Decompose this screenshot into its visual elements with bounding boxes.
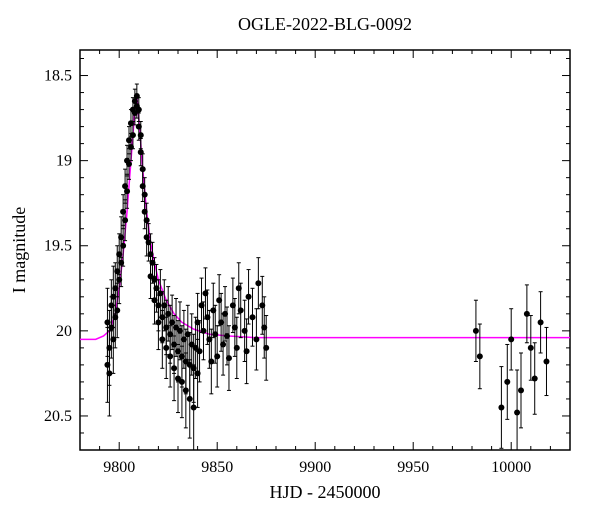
chart-svg: 9800 9850 9900 9950 10000 18.5 19 19.5 20 20.5 OGL… <box>0 0 600 512</box>
svg-text:18.5: 18.5 <box>44 68 72 85</box>
svg-text:HJD - 2450000: HJD - 2450000 <box>270 482 381 502</box>
svg-text:9800: 9800 <box>103 459 135 476</box>
svg-text:19: 19 <box>56 153 72 170</box>
svg-text:9850: 9850 <box>201 459 233 476</box>
svg-text:9950: 9950 <box>397 459 429 476</box>
svg-text:19.5: 19.5 <box>44 238 72 255</box>
svg-text:10000: 10000 <box>491 459 531 476</box>
svg-text:9900: 9900 <box>299 459 331 476</box>
light-curve-chart: 9800 9850 9900 9950 10000 18.5 19 19.5 20 20.5 OGL… <box>0 0 600 512</box>
svg-text:20.5: 20.5 <box>44 408 72 425</box>
svg-text:20: 20 <box>56 323 72 340</box>
svg-text:OGLE-2022-BLG-0092: OGLE-2022-BLG-0092 <box>238 14 412 34</box>
svg-text:I magnitude: I magnitude <box>9 207 29 293</box>
